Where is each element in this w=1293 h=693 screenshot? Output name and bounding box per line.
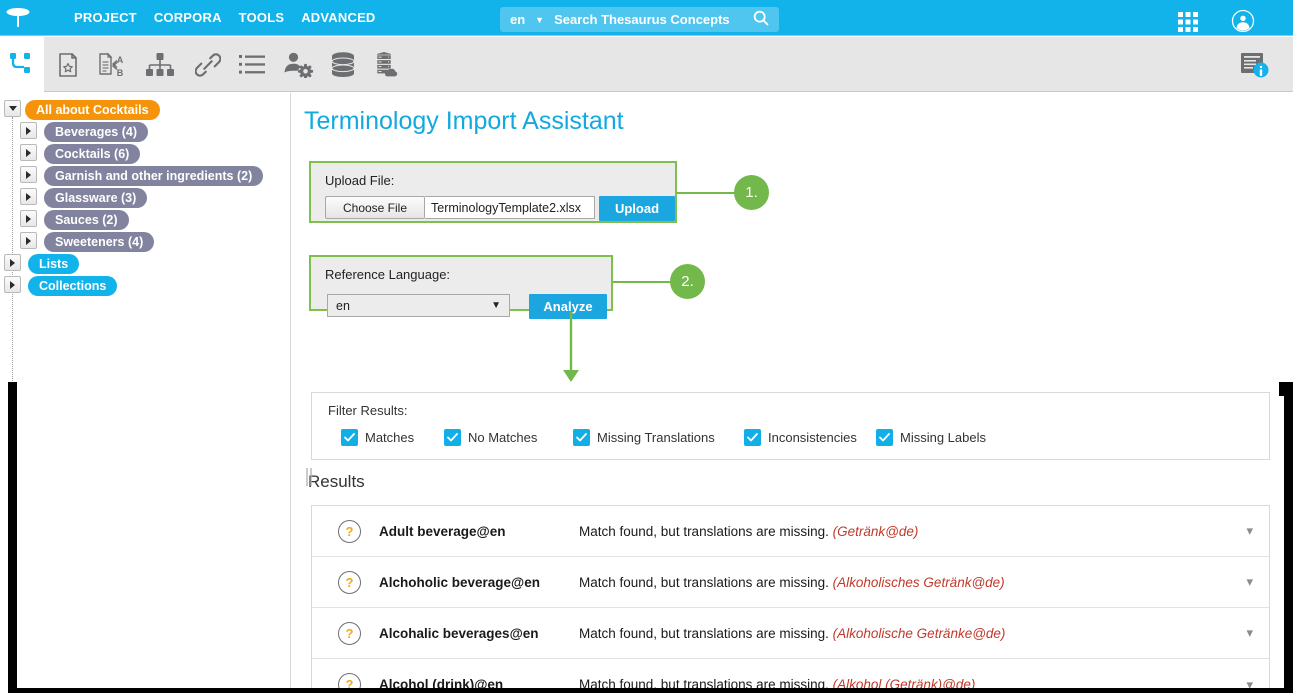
svg-text:B: B bbox=[117, 68, 124, 78]
svg-text:A: A bbox=[117, 55, 124, 65]
